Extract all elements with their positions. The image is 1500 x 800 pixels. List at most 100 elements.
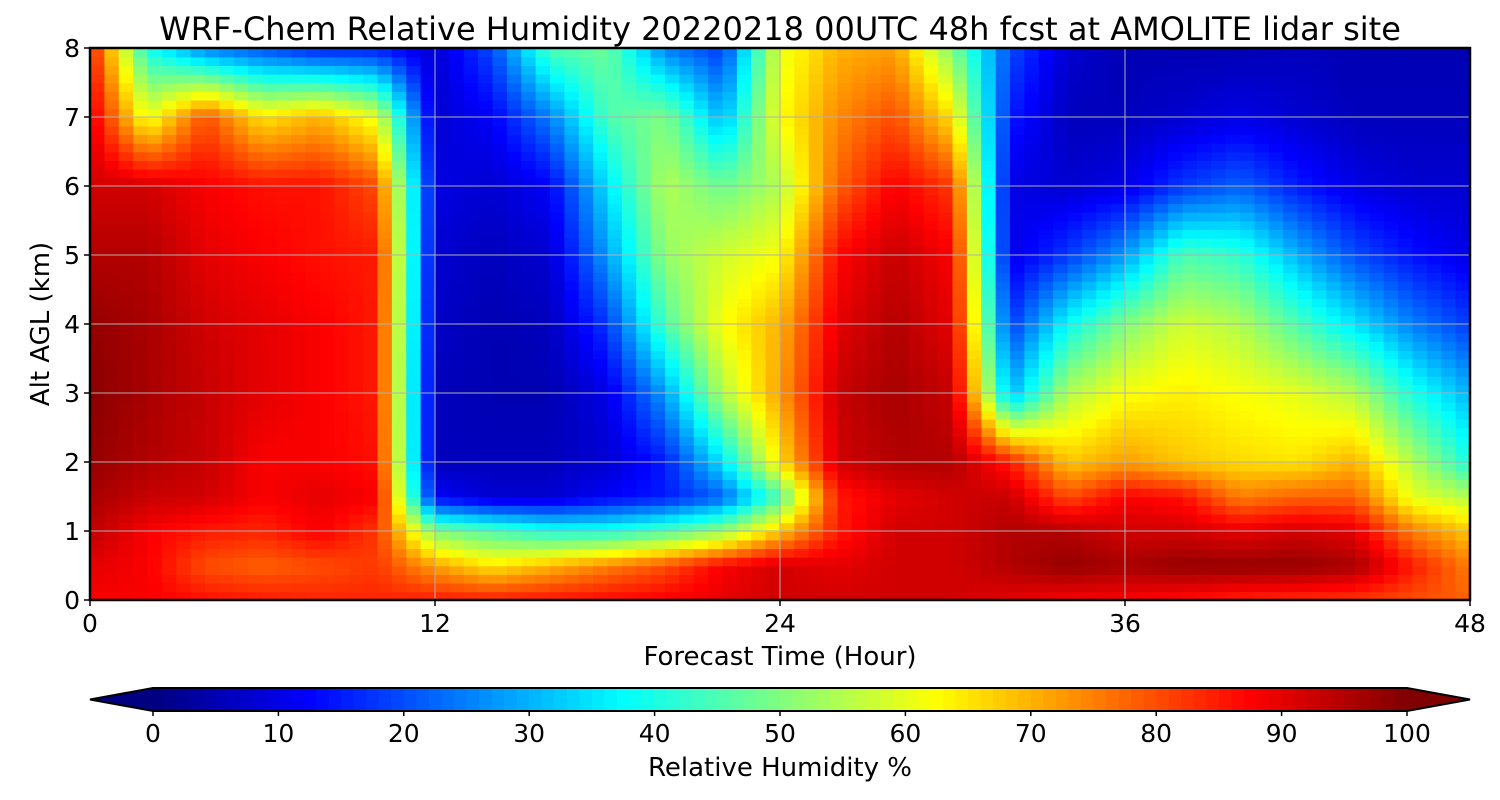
heatmap-cell [1096,522,1112,532]
heatmap-cell [118,367,134,377]
heatmap-cell [665,470,681,481]
heatmap-cell [348,220,364,230]
heatmap-cell [851,220,868,230]
heatmap-cell [420,582,436,593]
heatmap-cell [406,48,422,58]
heatmap-cell [621,255,638,265]
heatmap-cell [104,565,120,575]
heatmap-cell [665,203,681,213]
heatmap-cell [276,436,293,446]
heatmap-cell [794,229,810,239]
heatmap-cell [147,82,163,92]
heatmap-cell [161,73,178,84]
heatmap-cell [291,289,307,299]
heatmap-cell [535,134,551,144]
heatmap-cell [363,436,379,446]
heatmap-cell [492,125,508,136]
heatmap-cell [1168,280,1184,291]
heatmap-cell [851,56,868,67]
heatmap-cell [837,194,853,205]
heatmap-cell [133,375,149,386]
heatmap-cell [320,194,336,205]
heatmap-cell [564,453,580,463]
heatmap-cell [823,220,839,230]
heatmap-cell [1096,591,1112,600]
heatmap-cell [780,117,796,127]
heatmap-cell [291,539,307,550]
heatmap-cell [391,358,408,368]
heatmap-cell [248,393,264,403]
heatmap-cell [363,384,379,394]
heatmap-cell [1182,289,1198,299]
heatmap-cell [176,487,192,498]
heatmap-cell [693,99,709,110]
heatmap-cell [291,211,307,222]
heatmap-cell [880,548,896,558]
heatmap-cell [780,496,796,506]
heatmap-cell [219,487,235,498]
heatmap-cell [478,246,494,256]
heatmap-cell [808,186,824,196]
heatmap-cell [679,56,695,67]
heatmap-cell [794,142,810,153]
heatmap-cell [478,574,494,584]
heatmap-cell [435,505,451,515]
heatmap-cell [722,272,738,282]
heatmap-cell [320,280,336,291]
heatmap-cell [320,211,336,222]
heatmap-cell [406,117,422,127]
heatmap-cell [1010,220,1026,230]
heatmap-cell [938,186,954,196]
heatmap-cell [463,117,479,127]
heatmap-cell [550,65,566,75]
heatmap-cell [736,91,753,101]
heatmap-cell [693,375,709,386]
heatmap-cell [478,505,494,515]
heatmap-cell [1110,298,1126,308]
heatmap-cell [492,229,508,239]
heatmap-cell [880,384,896,394]
heatmap-cell [1081,384,1098,394]
heatmap-cell [205,160,221,170]
heatmap-cell [147,384,163,394]
heatmap-cell [90,367,106,377]
heatmap-cell [420,556,436,567]
heatmap-cell [1182,263,1198,274]
heatmap-cell [765,487,781,498]
heatmap-cell [118,73,134,84]
heatmap-cell [1053,134,1069,144]
heatmap-cell [1067,470,1083,481]
heatmap-cell [190,134,206,144]
heatmap-cell [190,444,206,455]
heatmap-cell [966,487,983,498]
heatmap-cell [190,556,206,567]
heatmap-cell [118,539,134,550]
heatmap-cell [823,513,839,524]
heatmap-cell [420,384,436,394]
heatmap-cell [679,246,695,256]
heatmap-cell [938,306,954,317]
heatmap-cell [952,548,968,558]
heatmap-cell [1081,375,1098,386]
heatmap-cell [147,470,163,481]
heatmap-cell [248,375,264,386]
heatmap-cell [1024,177,1040,187]
heatmap-cell [348,479,364,489]
heatmap-cell [506,99,523,110]
heatmap-cell [391,117,408,127]
heatmap-cell [895,401,911,412]
heatmap-cell [650,470,666,481]
heatmap-cell [262,453,278,463]
heatmap-cell [607,255,623,265]
heatmap-cell [435,255,451,265]
heatmap-cell [866,125,882,136]
heatmap-cell [1153,65,1169,75]
heatmap-cell [1038,565,1054,575]
heatmap-cell [607,220,623,230]
heatmap-cell [506,358,523,368]
heatmap-cell [966,479,983,489]
heatmap-cell [305,65,321,75]
heatmap-cell [679,444,695,455]
heatmap-cell [966,444,983,455]
heatmap-cell [377,298,393,308]
